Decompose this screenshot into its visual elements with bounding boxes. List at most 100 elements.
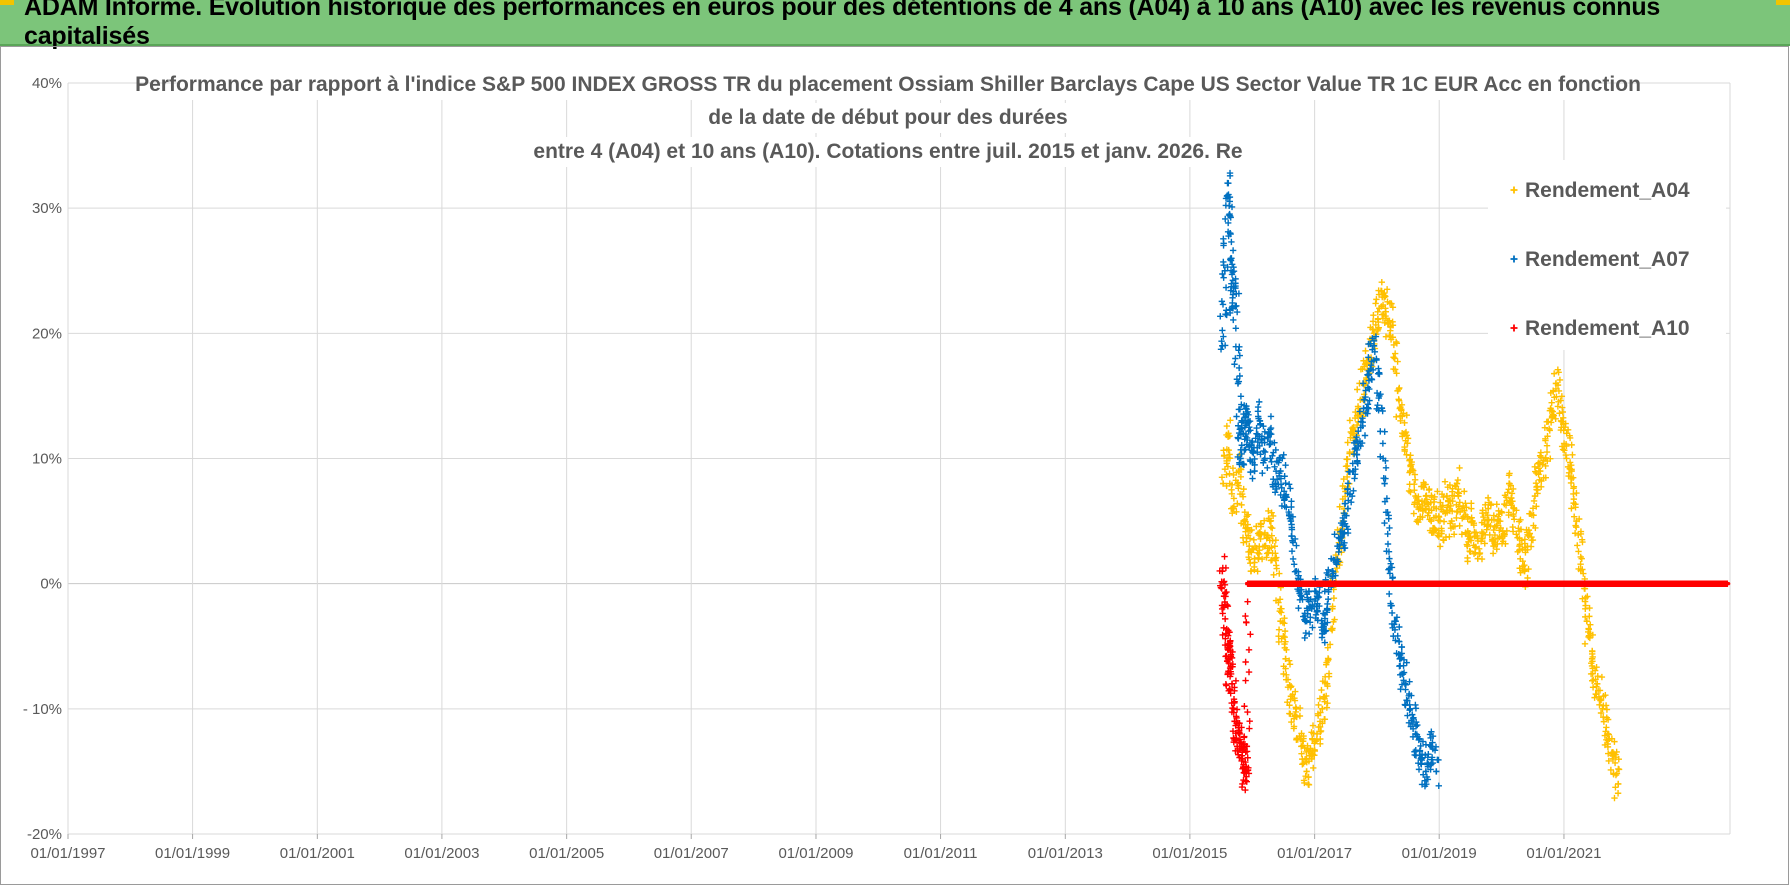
scatter-point — [1240, 734, 1248, 741]
scatter-point — [1359, 380, 1367, 387]
scatter-point — [1247, 468, 1254, 476]
scatter-point — [1545, 418, 1552, 425]
banner-corner-right — [1776, 0, 1790, 5]
data-point — [1547, 405, 1554, 412]
scatter-point — [1341, 520, 1349, 527]
scatter-point — [1223, 192, 1231, 200]
scatter-point — [1372, 333, 1380, 340]
scatter-point — [1324, 657, 1332, 664]
scatter-point — [1319, 720, 1326, 727]
scatter-point — [1382, 475, 1389, 482]
data-point — [1381, 292, 1388, 299]
scatter-point — [1589, 684, 1597, 691]
scatter-point — [1483, 526, 1490, 533]
scatter-point — [1511, 516, 1518, 523]
scatter-point — [1277, 475, 1285, 482]
scatter-point — [1288, 498, 1295, 505]
scatter-point — [1282, 638, 1289, 645]
scatter-point — [1373, 296, 1380, 303]
scatter-point — [1339, 514, 1346, 522]
scatter-point — [1312, 588, 1320, 595]
scatter-point — [1236, 720, 1243, 727]
scatter-point — [1398, 643, 1406, 651]
scatter-point — [1550, 370, 1558, 377]
series-Rendement_A04 — [1218, 279, 1623, 802]
scatter-point — [1265, 507, 1272, 515]
data-point — [1381, 480, 1388, 487]
scatter-point — [1256, 547, 1263, 554]
scatter-point — [1275, 456, 1283, 464]
scatter-point — [1585, 625, 1592, 632]
scatter-point — [1597, 709, 1605, 717]
scatter-point — [1287, 485, 1294, 492]
scatter-point — [1463, 504, 1470, 511]
data-point — [1293, 567, 1300, 575]
chart-title: Performance par rapport à l'indice S&P 5… — [135, 70, 1641, 167]
scatter-point — [1605, 750, 1612, 757]
scatter-point — [1237, 393, 1245, 400]
scatter-point — [1384, 530, 1391, 538]
scatter-point — [1240, 485, 1247, 493]
scatter-point — [1344, 526, 1352, 533]
scatter-point — [1268, 544, 1275, 551]
legend-plus-icon — [1510, 186, 1518, 194]
scatter-point — [1399, 670, 1407, 678]
scatter-point — [1287, 710, 1294, 718]
chart-title-line: Performance par rapport à l'indice S&P 5… — [135, 73, 1641, 96]
data-point — [1266, 517, 1274, 525]
scatter-point — [1321, 639, 1329, 646]
chart-legend: Rendement_A04 Rendement_A07 Rendement_A10 — [1488, 160, 1726, 350]
scatter-point — [1254, 568, 1261, 575]
scatter-point — [1412, 705, 1420, 712]
scatter-point — [1228, 261, 1236, 268]
scatter-point — [1236, 372, 1243, 380]
scatter-point — [1587, 621, 1594, 628]
scatter-point — [1450, 531, 1458, 538]
data-point — [1360, 405, 1367, 412]
scatter-point — [1317, 727, 1325, 735]
scatter-point — [1375, 369, 1383, 376]
data-point — [1303, 618, 1310, 625]
scatter-point — [1267, 524, 1275, 531]
scatter-point — [1259, 469, 1266, 477]
scatter-point — [1233, 302, 1240, 310]
series-Rendement_A10 — [1216, 553, 1731, 794]
scatter-point — [1468, 500, 1475, 507]
scatter-point — [1238, 425, 1246, 433]
data-point — [1240, 430, 1247, 437]
scatter-point — [1586, 613, 1593, 620]
data-point — [1226, 643, 1234, 650]
scatter-point — [1426, 731, 1434, 738]
scatter-point — [1340, 475, 1347, 483]
scatter-point — [1421, 777, 1428, 784]
legend-label: Rendement_A07 — [1525, 248, 1690, 271]
scatter-point — [1244, 524, 1252, 531]
scatter-point — [1281, 620, 1288, 627]
data-point — [1245, 580, 1252, 587]
scatter-point — [1400, 677, 1407, 684]
scatter-point — [1348, 492, 1356, 500]
data-point — [1225, 668, 1232, 675]
scatter-point — [1219, 327, 1226, 334]
scatter-point — [1517, 569, 1524, 576]
data-point — [1396, 405, 1403, 412]
scatter-point — [1245, 646, 1253, 653]
data-point — [1376, 305, 1383, 312]
scatter-point — [1605, 757, 1612, 765]
scatter-point — [1330, 595, 1338, 602]
data-point — [1240, 517, 1248, 525]
scatter-point — [1280, 633, 1287, 640]
x-tick-label: 01/01/2001 — [280, 845, 355, 862]
scatter-point — [1430, 524, 1438, 532]
scatter-point — [1572, 504, 1579, 511]
scatter-point — [1250, 536, 1258, 544]
scatter-point — [1220, 624, 1227, 631]
scatter-point — [1502, 493, 1510, 501]
scatter-point — [1300, 760, 1307, 767]
scatter-point — [1364, 410, 1371, 417]
scatter-point — [1464, 554, 1471, 562]
scatter-point — [1250, 450, 1257, 457]
scatter-point — [1419, 738, 1427, 745]
scatter-point — [1466, 530, 1473, 537]
scatter-point — [1309, 722, 1317, 729]
